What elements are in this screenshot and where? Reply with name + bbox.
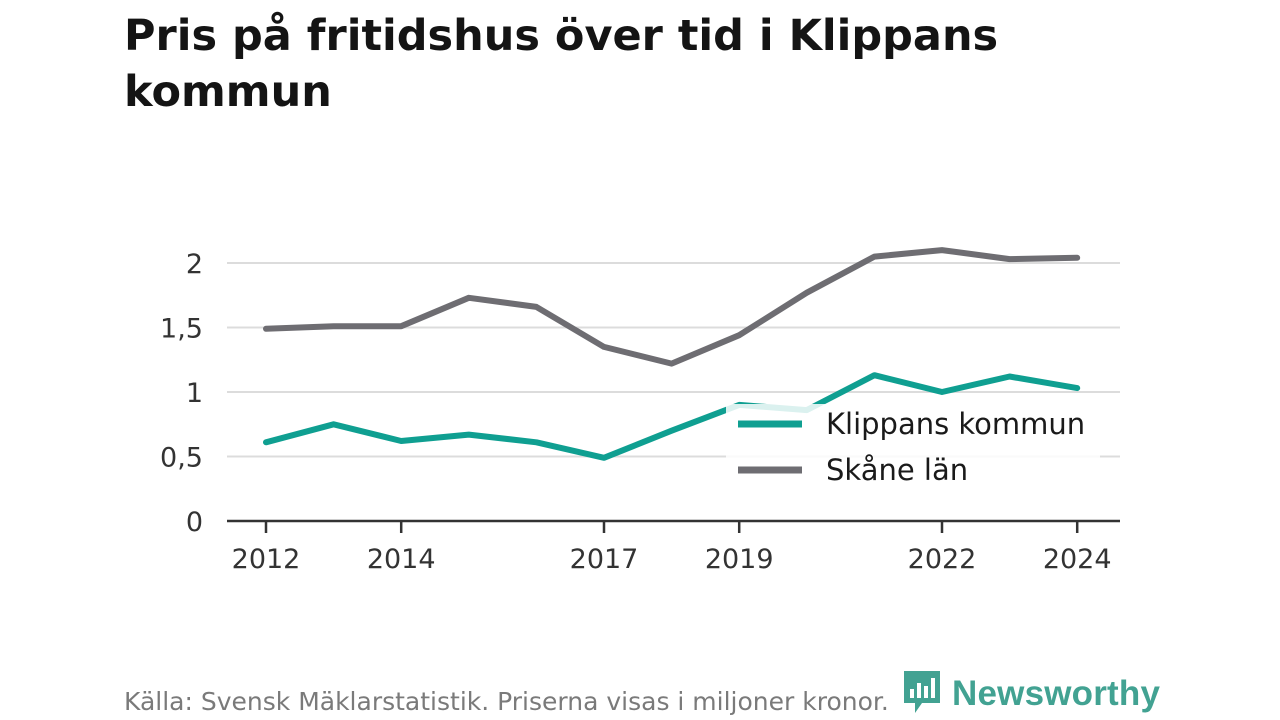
y-axis-labels: 0 0,5 1 1,5 2 — [160, 249, 203, 538]
y-tick-label: 1,5 — [160, 314, 203, 345]
x-tick-label: 2024 — [1043, 544, 1112, 575]
chart-title: Pris på fritidshus över tid i Klippans k… — [124, 11, 999, 117]
y-tick-label: 1 — [186, 378, 203, 409]
legend: Klippans kommun Skåne län — [726, 404, 1100, 496]
x-tick-label: 2014 — [367, 544, 436, 575]
legend-box — [726, 404, 1100, 496]
legend-label: Skåne län — [826, 453, 968, 487]
brand-name: Newsworthy — [952, 674, 1161, 713]
legend-label: Klippans kommun — [826, 407, 1085, 441]
newsworthy-logo-icon — [902, 669, 942, 719]
brand-logo: Newsworthy — [902, 671, 1160, 717]
y-tick-label: 0 — [186, 507, 203, 538]
y-tick-label: 0,5 — [160, 443, 203, 474]
series-line-klippans-kommun — [263, 372, 1081, 461]
x-axis: 2012 2014 2017 2019 2022 2024 — [227, 519, 1120, 575]
y-tick-label: 2 — [186, 249, 203, 280]
source-note: Källa: Svensk Mäklarstatistik. Priserna … — [124, 687, 889, 716]
series-lines — [263, 247, 1081, 461]
x-tick-label: 2017 — [570, 544, 639, 575]
x-tick-label: 2022 — [908, 544, 977, 575]
series-line-skane-lan — [263, 247, 1081, 367]
x-tick-label: 2012 — [232, 544, 301, 575]
x-tick-label: 2019 — [705, 544, 774, 575]
